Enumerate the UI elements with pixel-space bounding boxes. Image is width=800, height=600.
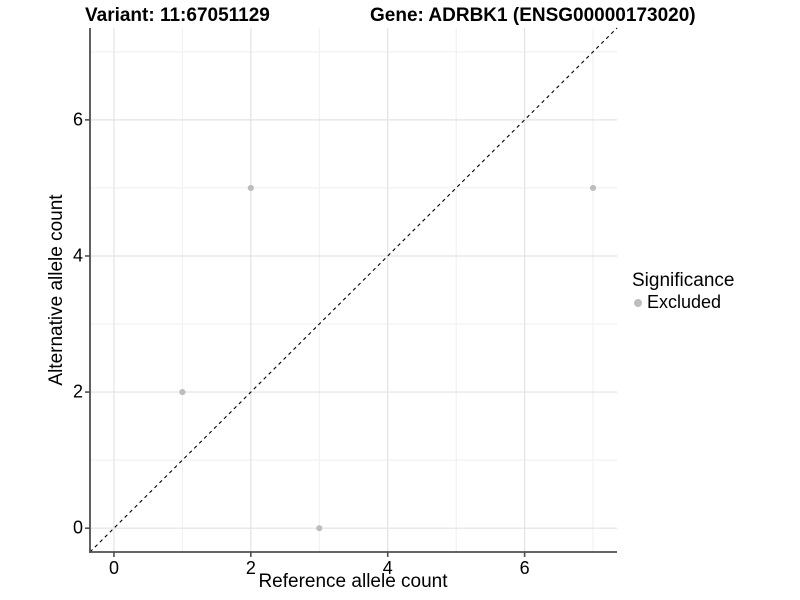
x-tick-label: 2 — [245, 558, 256, 578]
x-axis-title: Reference allele count — [258, 571, 448, 592]
legend: Significance Excluded — [632, 270, 734, 313]
x-tick-label: 6 — [519, 558, 530, 578]
data-point — [179, 388, 186, 396]
plot-title-gene: Gene: ADRBK1 (ENSG00000173020) — [370, 5, 696, 26]
data-point — [589, 184, 597, 192]
y-tick-label: 0 — [72, 517, 83, 538]
legend-item-label: Excluded — [647, 292, 722, 312]
y-tick-label: 6 — [72, 109, 83, 130]
legend-key-point-icon — [634, 298, 642, 307]
y-tick-label: 4 — [72, 245, 83, 266]
data-point — [247, 184, 254, 192]
x-tick-label: 0 — [108, 558, 119, 578]
legend-title: Significance — [632, 270, 735, 291]
x-tick-label: 4 — [382, 558, 393, 578]
identity-reference-line — [89, 27, 618, 553]
y-axis-title: Alternative allele count — [46, 194, 67, 386]
plot-title-variant: Variant: 11:67051129 — [85, 5, 270, 26]
y-tick-label: 2 — [72, 381, 83, 402]
legend-item-excluded: Excluded — [632, 292, 734, 313]
data-point — [316, 525, 323, 532]
